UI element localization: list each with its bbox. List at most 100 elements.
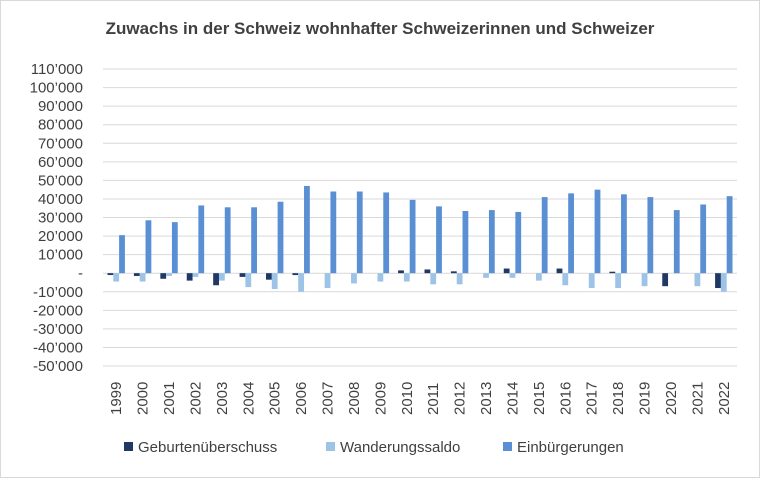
bar-wanderungssaldo-2001 xyxy=(166,273,172,276)
bar-einbürgerungen-2008 xyxy=(356,191,363,274)
y-tick-label: -50’000 xyxy=(33,358,83,375)
bar-wanderungssaldo-2006 xyxy=(298,273,305,292)
y-tick-label: 70’000 xyxy=(38,135,83,152)
y-tick-label: -40’000 xyxy=(33,339,83,356)
x-tick-label: 2003 xyxy=(214,382,231,415)
legend-swatch-1 xyxy=(124,442,133,451)
x-tick-label: 2015 xyxy=(531,382,548,415)
bar-geburtenüberschuss-2011 xyxy=(424,269,431,274)
x-tick-label: 2018 xyxy=(610,382,627,415)
bar-geburtenüberschuss-2001 xyxy=(160,273,167,279)
bar-wanderungssaldo-2000 xyxy=(139,273,146,282)
bar-geburtenüberschuss-2018 xyxy=(609,271,616,274)
x-tick-label: 2002 xyxy=(187,382,204,415)
bar-geburtenüberschuss-2010 xyxy=(398,270,404,274)
bar-geburtenüberschuss-2004 xyxy=(239,273,246,277)
y-tick-label: 100’000 xyxy=(30,80,83,97)
bar-geburtenüberschuss-2006 xyxy=(292,273,299,276)
x-tick-label: 2013 xyxy=(478,382,495,415)
x-tick-label: 2011 xyxy=(425,383,442,415)
bar-einbürgerungen-2010 xyxy=(409,199,416,274)
bar-geburtenüberschuss-2016 xyxy=(556,268,563,274)
bar-einbürgerungen-2011 xyxy=(436,206,442,274)
y-tick-label: 90’000 xyxy=(38,98,83,115)
bar-geburtenüberschuss-2000 xyxy=(133,273,140,276)
x-tick-label: 2021 xyxy=(689,382,706,415)
bar-geburtenüberschuss-2020 xyxy=(662,273,669,287)
x-tick-label: 2004 xyxy=(240,382,257,415)
y-tick-label: 40’000 xyxy=(38,191,83,208)
x-tick-label: 2008 xyxy=(346,382,363,415)
bar-einbürgerungen-2014 xyxy=(515,211,522,274)
bar-wanderungssaldo-2007 xyxy=(324,273,331,289)
bar-einbürgerungen-2013 xyxy=(488,210,495,274)
x-tick-label: 2001 xyxy=(161,382,178,415)
bar-einbürgerungen-2019 xyxy=(647,197,654,274)
y-tick-label: -10’000 xyxy=(33,284,83,301)
bar-wanderungssaldo-2008 xyxy=(351,273,357,284)
x-tick-label: 2005 xyxy=(267,382,284,415)
bar-einbürgerungen-2003 xyxy=(224,207,231,274)
bar-wanderungssaldo-2015 xyxy=(535,273,542,281)
bar-einbürgerungen-2012 xyxy=(462,211,469,274)
y-tick-label: -30’000 xyxy=(33,321,83,338)
x-tick-label: 2016 xyxy=(557,382,574,415)
bar-geburtenüberschuss-2002 xyxy=(186,273,193,281)
bar-wanderungssaldo-2011 xyxy=(430,273,437,285)
x-tick-label: 2006 xyxy=(293,382,310,415)
bar-einbürgerungen-2020 xyxy=(673,210,680,274)
y-tick-label: 10’000 xyxy=(38,247,83,264)
y-tick-label: 30’000 xyxy=(38,210,83,227)
x-tick-label: 2014 xyxy=(504,382,521,415)
y-tick-label: 110’000 xyxy=(31,61,83,78)
chart-title: Zuwachs in der Schweiz wohnhafter Schwei… xyxy=(105,19,655,38)
bar-wanderungssaldo-2010 xyxy=(403,273,410,282)
bar-einbürgerungen-2001 xyxy=(171,222,178,274)
bar-wanderungssaldo-2018 xyxy=(615,273,622,289)
bar-geburtenüberschuss-2022 xyxy=(715,273,721,289)
bar-einbürgerungen-2000 xyxy=(145,220,152,274)
x-tick-label: 2017 xyxy=(584,382,601,415)
x-tick-label: 2019 xyxy=(637,382,654,415)
y-tick-label: -20’000 xyxy=(33,302,83,319)
y-tick-label: 60’000 xyxy=(38,154,83,171)
bar-einbürgerungen-2002 xyxy=(198,205,205,274)
bar-einbürgerungen-2007 xyxy=(330,191,337,274)
bar-einbürgerungen-2017 xyxy=(594,189,601,274)
bar-wanderungssaldo-2012 xyxy=(456,273,463,285)
bar-einbürgerungen-2018 xyxy=(621,194,627,274)
x-tick-label: 2009 xyxy=(372,382,389,415)
bar-geburtenüberschuss-2012 xyxy=(450,271,457,274)
bar-wanderungssaldo-2022 xyxy=(720,273,727,292)
legend-label-3: Einbürgerungen xyxy=(517,439,624,456)
bar-wanderungssaldo-1999 xyxy=(113,273,120,282)
legend-label-2: Wanderungssaldo xyxy=(340,439,460,456)
y-tick-label: 20’000 xyxy=(38,228,83,245)
x-tick-label: 2007 xyxy=(320,382,337,415)
bar-einbürgerungen-2005 xyxy=(277,201,284,274)
bar-wanderungssaldo-2021 xyxy=(694,273,701,287)
bar-geburtenüberschuss-2014 xyxy=(503,268,510,274)
bar-einbürgerungen-2006 xyxy=(304,185,310,274)
bar-wanderungssaldo-2019 xyxy=(641,273,648,287)
bar-wanderungssaldo-2009 xyxy=(377,273,384,282)
bar-einbürgerungen-2015 xyxy=(541,197,548,274)
y-tick-label: 50’000 xyxy=(38,172,83,189)
bar-geburtenüberschuss-2003 xyxy=(213,273,219,286)
bar-wanderungssaldo-2002 xyxy=(192,273,199,277)
bar-wanderungssaldo-2005 xyxy=(271,273,278,289)
bar-wanderungssaldo-2017 xyxy=(588,273,595,289)
y-tick-label: 80’000 xyxy=(38,117,83,134)
y-tick-label: - xyxy=(78,265,83,282)
bar-wanderungssaldo-2016 xyxy=(562,273,569,286)
x-tick-label: 2022 xyxy=(716,382,733,415)
legend-swatch-2 xyxy=(326,442,335,451)
bar-einbürgerungen-2022 xyxy=(726,196,733,274)
bar-einbürgerungen-2021 xyxy=(700,204,707,274)
x-tick-label: 2012 xyxy=(452,382,469,415)
bar-einbürgerungen-1999 xyxy=(119,235,125,274)
bar-wanderungssaldo-2003 xyxy=(218,273,225,281)
bar-einbürgerungen-2004 xyxy=(251,207,257,274)
